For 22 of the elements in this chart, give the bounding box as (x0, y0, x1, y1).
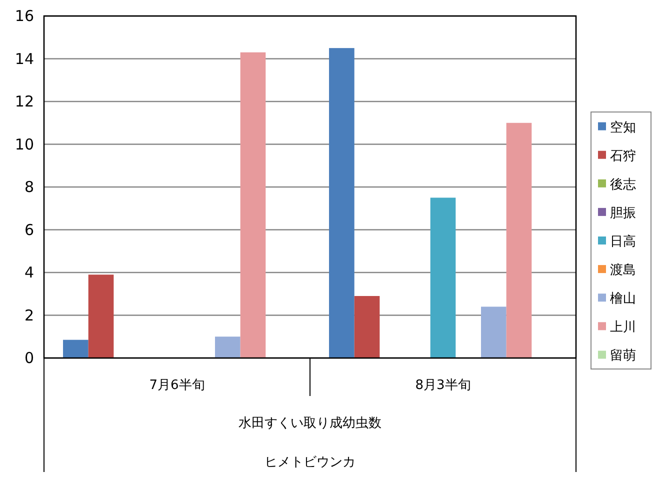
legend-label: 留萌 (610, 348, 636, 364)
legend-label: 渡島 (610, 263, 636, 278)
y-tick-label: 2 (24, 306, 34, 324)
legend-label: 空知 (610, 120, 636, 136)
y-tick-label: 8 (24, 178, 34, 196)
legend-label: 上川 (610, 320, 636, 336)
legend-label: 後志 (610, 177, 636, 192)
y-tick-label: 4 (24, 264, 34, 282)
legend-label: 日高 (610, 234, 636, 250)
x-tick-label: 7月6半旬 (149, 378, 205, 393)
y-tick-label: 10 (14, 135, 34, 154)
y-tick-label: 16 (14, 7, 34, 25)
y-tick-label: 14 (14, 50, 34, 68)
text: ヒメトビウンカ (264, 455, 356, 470)
legend-label: 檜山 (610, 292, 636, 307)
x-tick-label: 8月3半旬 (415, 378, 471, 393)
x-axis-title: 水田すくい取り成幼虫数 (238, 416, 382, 431)
y-tick-label: 6 (24, 220, 34, 239)
y-tick-label: 0 (24, 349, 34, 367)
legend-label: 胆振 (610, 206, 636, 221)
y-tick-label: 12 (14, 92, 34, 110)
legend-label: 石狩 (610, 148, 636, 164)
